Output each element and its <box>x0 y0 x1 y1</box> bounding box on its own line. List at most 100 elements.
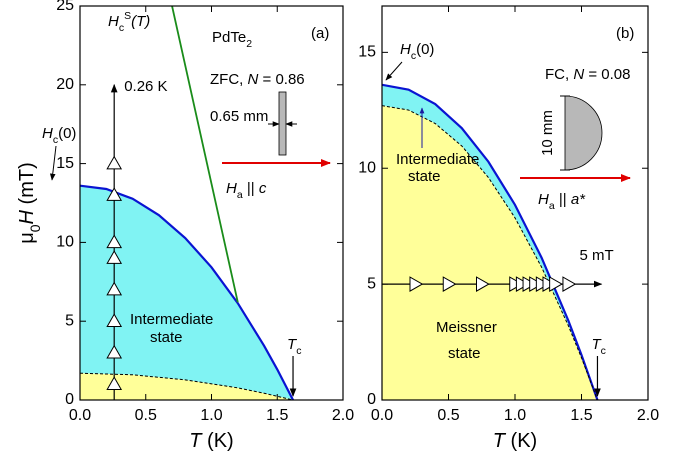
text-part: 0 <box>27 224 43 232</box>
panel <box>80 6 295 400</box>
text-part: μ <box>16 232 38 244</box>
text-part: c <box>53 134 58 146</box>
series-line <box>382 83 599 400</box>
text-part: c <box>601 345 606 357</box>
x-axis-label: T (K) <box>493 430 537 452</box>
data-marker <box>562 276 577 292</box>
region-fill <box>382 105 598 400</box>
tc-label: Tc <box>287 336 301 357</box>
data-marker <box>106 281 123 296</box>
text-part: N <box>573 66 584 83</box>
data-marker <box>106 313 123 327</box>
data-marker <box>409 276 424 292</box>
x-tick-label: 0.0 <box>371 407 393 424</box>
thickness-label: 0.65 mm <box>210 108 268 125</box>
hcs-label: HcS(T) <box>108 10 150 34</box>
data-marker <box>442 276 457 292</box>
condition-label: FC, N = 0.08 <box>545 66 630 83</box>
panel-label: (a) <box>311 25 329 42</box>
data-marker <box>106 187 123 201</box>
sample-shape <box>564 95 603 171</box>
text-part: FC, <box>545 66 573 83</box>
series-line <box>80 184 295 400</box>
data-marker <box>542 276 557 292</box>
text-part: H <box>16 209 38 224</box>
x-tick-label: 0.0 <box>69 407 91 424</box>
text-part: (K) <box>505 430 537 452</box>
x-tick-label: 1.5 <box>266 407 288 424</box>
text-part: c <box>411 50 416 62</box>
y-tick-label: 15 <box>358 44 376 61</box>
tc-label: Tc <box>591 336 605 357</box>
y-tick-label: 15 <box>56 155 74 172</box>
region-label: state <box>150 329 183 346</box>
y-tick-label: 0 <box>367 391 376 408</box>
field-label: Ha || c <box>226 180 267 201</box>
region-fill <box>80 185 294 400</box>
length-label: 10 mm <box>539 110 556 156</box>
x-tick-label: 2.0 <box>332 407 354 424</box>
data-marker <box>549 276 563 292</box>
text-part: a <box>549 200 555 212</box>
x-tick-label: 0.5 <box>437 407 459 424</box>
region-label: state <box>408 168 441 185</box>
text-part: H <box>42 125 53 142</box>
data-marker <box>535 276 550 292</box>
region-label: Intermediate <box>130 311 213 328</box>
data-marker <box>106 250 123 264</box>
x-tick-label: 1.5 <box>570 407 592 424</box>
y-tick-label: 20 <box>56 76 74 93</box>
data-marker <box>529 276 543 292</box>
region-label: Intermediate <box>396 151 479 168</box>
text-part: = 0.08 <box>584 66 630 83</box>
data-marker <box>106 376 123 390</box>
hc0-arrow <box>49 145 57 181</box>
y-tick-label: 10 <box>56 234 74 251</box>
data-marker <box>106 155 123 170</box>
y-axis-label: μ0H (mT) <box>16 162 42 244</box>
meissner-label: state <box>448 345 481 362</box>
y-tick-label: 5 <box>65 312 74 329</box>
condition-label: ZFC, N = 0.86 <box>210 71 305 88</box>
field-label: Ha || a* <box>538 191 586 212</box>
text-part: (0) <box>416 41 434 58</box>
text-part: c <box>259 180 267 197</box>
series-line <box>80 372 294 400</box>
meissner-label: Meissner <box>436 319 497 336</box>
text-part: ZFC, <box>210 71 248 88</box>
panel-label: (b) <box>616 25 634 42</box>
y-tick-label: 25 <box>56 0 74 14</box>
text-part: H <box>400 41 411 58</box>
text-part: N <box>248 71 259 88</box>
x-tick-label: 1.0 <box>504 407 526 424</box>
text-part: T <box>287 336 298 353</box>
arrow-label: 5 mT <box>579 247 613 264</box>
data-marker <box>106 234 123 249</box>
y-tick-label: 10 <box>358 159 376 176</box>
y-tick-label: 0 <box>65 391 74 408</box>
text-part: (T) <box>131 13 150 30</box>
text-part: c <box>296 345 301 357</box>
hc0-label: Hc(0) <box>400 41 434 62</box>
region-fill <box>80 373 294 400</box>
material-label: PdTe2 <box>212 29 252 50</box>
text-part: H <box>538 191 549 208</box>
x-tick-label: 2.0 <box>637 407 659 424</box>
text-part: (K) <box>202 430 234 452</box>
text-part: (mT) <box>16 162 38 210</box>
text-part: H <box>226 180 237 197</box>
text-part: PdTe <box>212 29 246 46</box>
series-line <box>171 6 239 303</box>
data-marker <box>515 276 530 292</box>
text-part: S <box>124 10 131 22</box>
text-part: 2 <box>246 38 252 50</box>
text-part: H <box>108 13 119 30</box>
text-part: T <box>493 430 507 452</box>
data-marker <box>509 276 524 292</box>
text-part: T <box>591 336 602 353</box>
sample-shape <box>278 91 287 156</box>
data-marker <box>106 344 123 359</box>
text-part: a <box>237 189 243 201</box>
